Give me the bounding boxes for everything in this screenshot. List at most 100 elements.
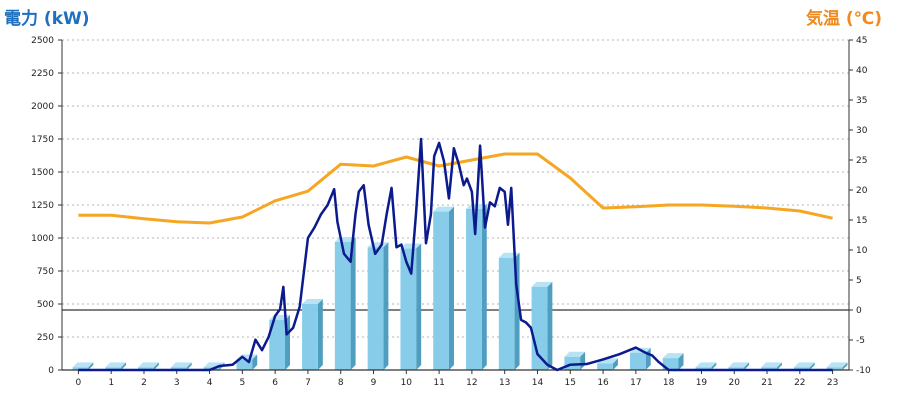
bar <box>105 367 122 370</box>
right-tick-label: 35 <box>856 96 867 106</box>
right-tick-label: 20 <box>856 186 868 196</box>
bar-top <box>826 362 848 368</box>
x-tick-label: 5 <box>239 378 245 388</box>
left-tick-label: 2000 <box>31 102 54 112</box>
bar <box>72 367 89 370</box>
x-tick-label: 17 <box>630 378 641 388</box>
left-tick-label: 250 <box>37 333 54 343</box>
bar-top <box>728 362 750 368</box>
bar-top <box>170 362 192 368</box>
x-tick-label: 14 <box>532 378 544 388</box>
bar-side <box>350 236 356 370</box>
bar-top <box>138 362 159 368</box>
bar-top <box>531 281 553 287</box>
right-tick-label: -10 <box>856 366 871 376</box>
bar-top <box>72 362 94 368</box>
bar <box>466 208 482 370</box>
bar <box>597 363 613 370</box>
left-tick-label: 2500 <box>31 36 54 46</box>
bar <box>695 367 712 370</box>
bar-side <box>842 362 848 370</box>
right-tick-label: 30 <box>856 126 868 136</box>
power-line <box>78 137 833 372</box>
bar-top <box>793 362 815 368</box>
x-tick-label: 6 <box>272 378 278 388</box>
x-tick-label: 23 <box>827 378 838 388</box>
bar-side <box>448 206 454 370</box>
x-tick-label: 18 <box>663 378 675 388</box>
temperature-line <box>78 152 833 225</box>
bar-top <box>105 362 127 368</box>
bar <box>728 367 745 370</box>
bar-top <box>564 351 586 357</box>
bar-side <box>383 242 389 370</box>
bar-side <box>711 362 717 370</box>
bar <box>400 248 417 370</box>
left-tick-label: 1500 <box>31 168 54 178</box>
bar-side <box>547 281 553 370</box>
bar-top <box>302 299 323 304</box>
bar-side <box>121 362 127 370</box>
bar <box>138 367 154 370</box>
left-tick-label: 0 <box>48 366 54 376</box>
bar-side <box>252 354 258 370</box>
right-tick-label: 0 <box>856 306 862 316</box>
left-axis-title: 電力 (kW) <box>4 9 90 29</box>
bar-side <box>481 203 487 370</box>
x-tick-label: 12 <box>466 378 477 388</box>
bar-side <box>153 362 159 370</box>
x-tick-label: 3 <box>174 378 180 388</box>
x-tick-label: 11 <box>433 378 444 388</box>
bar-side <box>678 353 684 370</box>
right-tick-label: 40 <box>856 66 868 76</box>
bar <box>433 211 449 370</box>
bar <box>236 359 253 370</box>
bar-side <box>317 299 323 370</box>
right-tick-label: 45 <box>856 36 867 46</box>
bar-side <box>186 362 192 370</box>
bar-top <box>695 362 717 368</box>
bar-top <box>761 362 782 368</box>
x-tick-label: 10 <box>401 378 413 388</box>
x-tick-label: 19 <box>696 378 708 388</box>
x-tick-label: 1 <box>108 378 114 388</box>
bar <box>629 352 646 370</box>
bar-side <box>416 243 422 370</box>
left-tick-label: 500 <box>37 300 54 310</box>
bar <box>662 358 679 370</box>
bar <box>170 367 187 370</box>
bar-top <box>662 353 684 359</box>
right-tick-label: 10 <box>856 246 868 256</box>
left-tick-label: 2250 <box>31 69 54 79</box>
right-tick-label: 15 <box>856 216 867 226</box>
bar-side <box>88 362 94 370</box>
x-tick-label: 0 <box>76 378 82 388</box>
bar <box>334 241 351 370</box>
bar-side <box>776 362 782 370</box>
x-tick-label: 20 <box>729 378 741 388</box>
x-tick-label: 13 <box>499 378 510 388</box>
bar <box>269 319 286 370</box>
bar <box>793 367 810 370</box>
x-tick-label: 9 <box>371 378 377 388</box>
x-tick-label: 22 <box>794 378 805 388</box>
bar <box>367 247 384 370</box>
bar-top <box>400 243 422 249</box>
left-tick-label: 750 <box>37 267 54 277</box>
bar-top <box>433 206 454 212</box>
left-tick-label: 1000 <box>31 234 54 244</box>
right-tick-label: 25 <box>856 156 867 166</box>
bar <box>826 367 843 370</box>
bar-side <box>744 362 750 370</box>
x-tick-label: 2 <box>141 378 147 388</box>
right-tick-label: 5 <box>856 276 862 286</box>
x-tick-label: 4 <box>207 378 213 388</box>
right-tick-label: -5 <box>856 336 865 346</box>
bar <box>302 304 318 370</box>
bar-side <box>612 358 618 370</box>
right-axis-title: 気温 (℃) <box>805 9 882 29</box>
x-tick-label: 21 <box>761 378 772 388</box>
bar-side <box>809 362 815 370</box>
left-tick-label: 1750 <box>31 135 54 145</box>
